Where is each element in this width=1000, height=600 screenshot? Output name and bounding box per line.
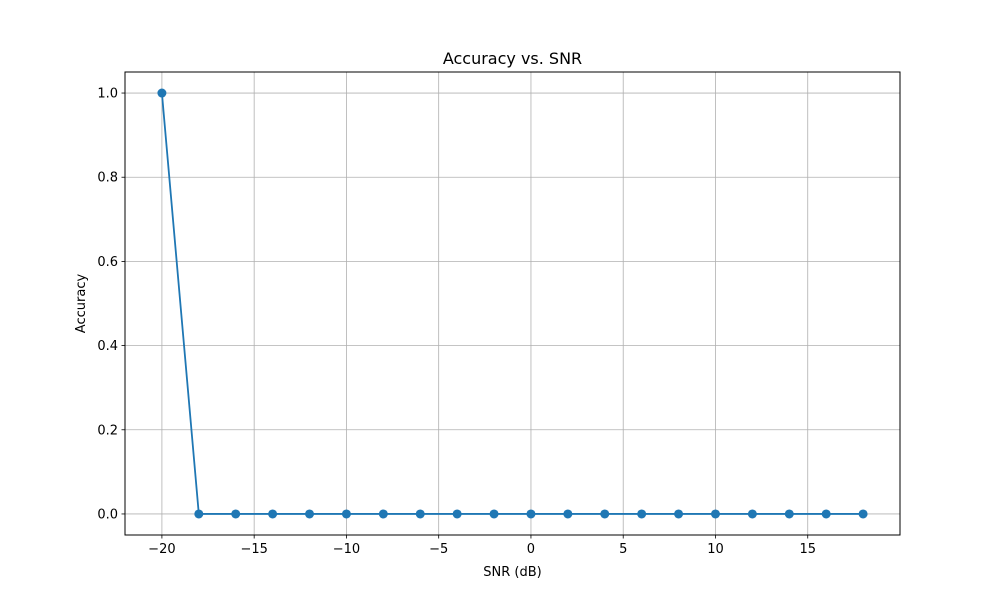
data-point (194, 509, 204, 519)
data-point (821, 509, 831, 519)
x-tick-label: −5 (429, 542, 448, 557)
data-point (341, 509, 351, 519)
data-point (415, 509, 425, 519)
data-point (378, 509, 388, 519)
data-point (747, 509, 757, 519)
data-point (674, 509, 684, 519)
y-axis-ticks: 0.0 0.2 0.4 0.6 0.8 1.0 (97, 87, 125, 522)
chart-title: Accuracy vs. SNR (443, 49, 582, 68)
data-point (858, 509, 868, 519)
x-tick-label: −10 (333, 542, 360, 557)
data-point (526, 509, 536, 519)
y-tick-label: 0.6 (97, 255, 118, 270)
data-point (489, 509, 499, 519)
x-tick-label: −15 (240, 542, 267, 557)
y-tick-label: 0.8 (97, 171, 118, 186)
x-tick-label: 10 (707, 542, 724, 557)
data-point (784, 509, 794, 519)
data-point (563, 509, 573, 519)
y-tick-label: 0.2 (97, 423, 118, 438)
x-tick-label: 0 (527, 542, 535, 557)
x-axis-label: SNR (dB) (483, 565, 541, 580)
data-point (157, 88, 167, 98)
grid (125, 72, 900, 535)
x-tick-label: 5 (619, 542, 627, 557)
y-tick-label: 0.0 (97, 507, 118, 522)
y-axis-label: Accuracy (74, 274, 89, 334)
data-point (600, 509, 610, 519)
y-tick-label: 1.0 (97, 87, 118, 102)
y-tick-label: 0.4 (97, 339, 118, 354)
x-tick-label: 15 (799, 542, 816, 557)
data-point (305, 509, 315, 519)
data-point (231, 509, 241, 519)
series (157, 88, 868, 519)
data-point (452, 509, 462, 519)
data-point (268, 509, 278, 519)
plot-frame (124, 71, 901, 536)
data-point (710, 509, 720, 519)
x-axis-ticks: −20 −15 −10 −5 0 5 10 15 (148, 535, 816, 557)
series-line (161, 92, 864, 515)
data-point (637, 509, 647, 519)
x-tick-label: −20 (148, 542, 175, 557)
